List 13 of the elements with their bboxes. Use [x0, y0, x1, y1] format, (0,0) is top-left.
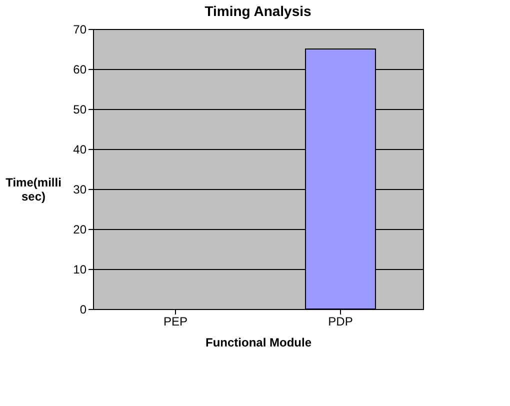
- y-axis-title: Time(milli sec): [6, 176, 62, 204]
- y-tick-label: 20: [73, 222, 87, 236]
- chart-title: Timing Analysis: [204, 3, 312, 19]
- y-tick-label: 40: [73, 142, 87, 156]
- y-tick-label: 30: [73, 182, 87, 196]
- x-tick-label: PDP: [328, 314, 353, 328]
- y-tick-label: 10: [73, 262, 87, 276]
- x-axis-title: Functional Module: [206, 336, 312, 350]
- x-tick-label: PEP: [163, 314, 188, 328]
- y-tick-label: 70: [73, 22, 87, 36]
- y-tick-label: 50: [73, 102, 87, 116]
- y-tick-label: 60: [73, 62, 87, 76]
- y-tick-label: 0: [80, 302, 87, 316]
